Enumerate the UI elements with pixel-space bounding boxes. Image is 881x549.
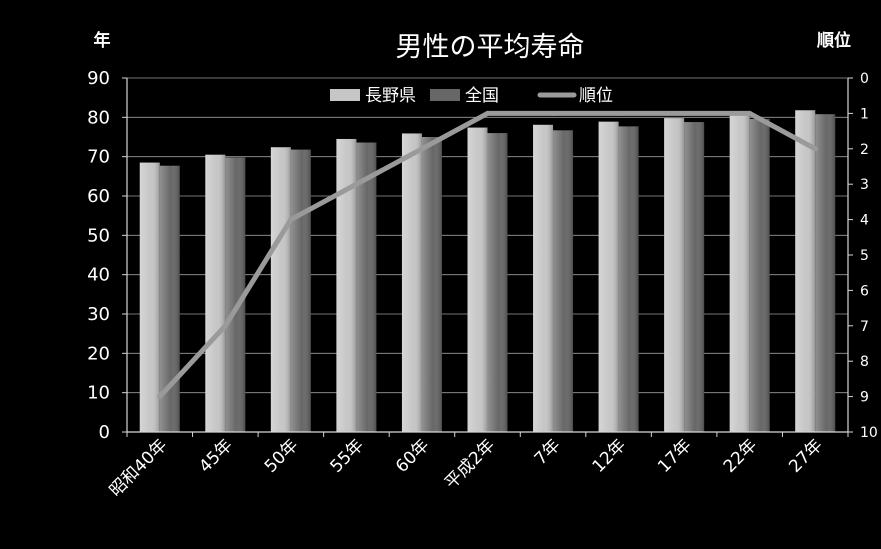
bar-shading [401,133,422,432]
bar-shading [159,165,180,433]
bar-shading [290,149,311,432]
left-tick-label: 70 [87,147,110,168]
rank-point [550,110,556,116]
right-tick-label: 5 [860,248,869,264]
bar-shading [795,110,816,433]
bar-shading [421,137,442,432]
rank-point [353,181,359,187]
right-tick-label: 10 [860,425,878,441]
rank-point [485,110,490,116]
legend-label: 全国 [465,86,499,106]
bar-shading [487,133,508,433]
bar-shading [729,113,750,432]
chart-title: 男性の平均寿命 [396,32,585,63]
bar-shading [225,157,246,432]
legend-label: 長野県 [365,86,416,106]
legend-swatch [430,89,460,101]
bar-shading [205,154,226,432]
rank-point [812,146,818,152]
right-tick-label: 8 [860,354,869,370]
right-tick-label: 7 [860,319,869,335]
legend-item: 全国 [430,86,499,106]
left-tick-label: 50 [87,225,110,246]
rank-point [222,323,228,329]
left-tick-label: 10 [87,383,110,404]
left-axis-title: 年 [94,30,111,51]
legend-label: 順位 [579,86,613,106]
rank-point [681,110,687,116]
left-tick-label: 40 [87,265,110,286]
rank-point [419,146,425,152]
axes [122,77,853,437]
bar-shading [749,118,770,432]
right-axis-title: 順位 [817,30,851,51]
bar-shading [356,142,377,433]
bar-shading [336,138,357,432]
legend-item: 長野県 [330,86,416,106]
left-tick-label: 0 [99,422,110,443]
left-tick-label: 80 [87,107,110,128]
right-tick-label: 2 [860,142,869,158]
left-tick-label: 20 [87,343,110,364]
left-tick-label: 60 [87,186,110,207]
bar-shading [553,130,574,432]
rank-line-layer [157,110,818,400]
bar-shading [467,127,488,432]
right-tick-label: 4 [860,213,869,229]
rank-point [288,217,294,223]
bar-shading [815,114,836,432]
right-tick-label: 3 [860,177,869,193]
right-tick-label: 0 [860,71,869,87]
legend-item: 順位 [537,86,613,106]
bar-shading [270,147,291,432]
bar-shading [664,118,685,433]
legend-swatch [330,89,360,101]
bar-shading [139,162,160,433]
left-tick-label: 90 [87,68,110,89]
right-tick-label: 6 [860,283,869,299]
right-tick-label: 9 [860,390,869,406]
rank-point [747,110,753,116]
bar-marks [139,110,836,433]
rank-point [157,394,163,400]
right-tick-label: 1 [860,106,869,122]
bar-shading [598,121,619,432]
rank-point [616,110,622,116]
bar-shading [618,126,639,432]
bar-shading [533,124,554,432]
legend: 長野県 全国 順位 [330,86,613,106]
left-tick-label: 30 [87,304,110,325]
bar-shading [684,122,705,432]
